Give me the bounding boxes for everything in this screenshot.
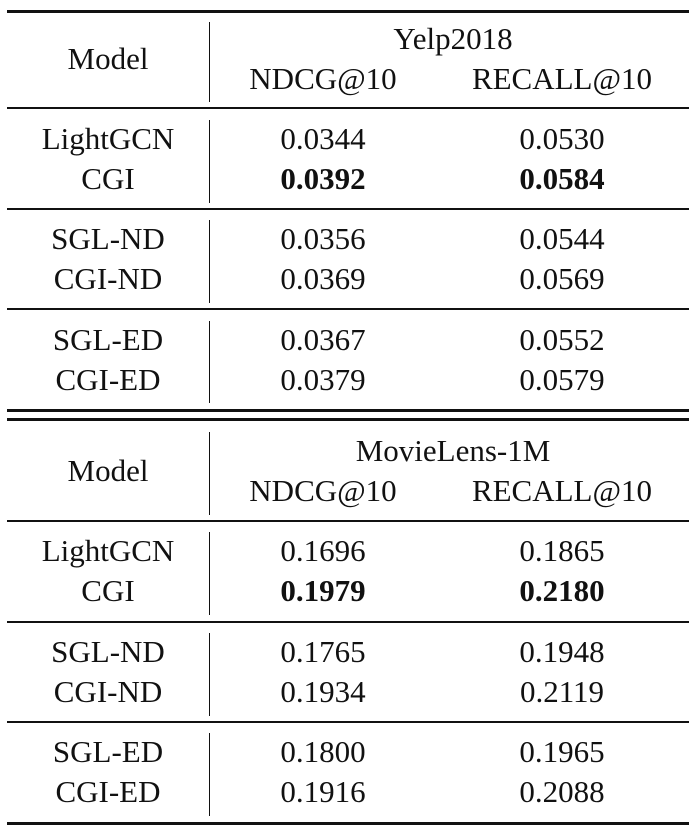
model-name: CGI-ND: [53, 261, 163, 296]
ndcg-header: NDCG@10: [249, 473, 397, 508]
recall-value: 0.2088: [519, 774, 605, 809]
bottom-rule: [7, 822, 689, 825]
ndcg-value: 0.0379: [280, 362, 366, 397]
ndcg-value: 0.0344: [280, 121, 366, 156]
column-divider: [209, 220, 210, 303]
model-name: SGL-ND: [51, 634, 165, 669]
column-divider: [209, 432, 210, 515]
ndcg-value: 0.1934: [280, 674, 366, 709]
results-table: Model Yelp2018 NDCG@10 RECALL@10 LightGC…: [7, 0, 689, 829]
recall-header: RECALL@10: [471, 61, 653, 96]
recall-value: 0.1965: [519, 734, 605, 769]
double-rule-upper: [7, 409, 689, 412]
group-rule: [7, 621, 689, 623]
recall-header: RECALL@10: [471, 473, 653, 508]
recall-value-best: 0.2180: [519, 573, 605, 608]
ndcg-value: 0.0369: [280, 261, 366, 296]
header-rule: [7, 520, 689, 522]
group-rule: [7, 721, 689, 723]
model-name: SGL-ED: [52, 322, 164, 357]
model-name: LightGCN: [41, 533, 175, 568]
column-divider: [209, 633, 210, 716]
ndcg-value: 0.0356: [280, 221, 366, 256]
header-rule: [7, 107, 689, 109]
recall-value: 0.1865: [519, 533, 605, 568]
model-name: CGI-ED: [55, 362, 161, 397]
column-divider: [209, 22, 210, 102]
recall-value: 0.0579: [519, 362, 605, 397]
model-header: Model: [67, 41, 149, 76]
top-rule: [7, 10, 689, 13]
recall-value: 0.0569: [519, 261, 605, 296]
ndcg-value: 0.0367: [280, 322, 366, 357]
column-divider: [209, 321, 210, 403]
dataset-header: MovieLens-1M: [355, 433, 551, 468]
model-name: LightGCN: [41, 121, 175, 156]
ndcg-header: NDCG@10: [249, 61, 397, 96]
group-rule: [7, 208, 689, 210]
model-name: CGI: [81, 573, 135, 608]
dataset-header: Yelp2018: [393, 21, 513, 56]
ndcg-value: 0.1765: [280, 634, 366, 669]
recall-value: 0.0530: [519, 121, 605, 156]
ndcg-value: 0.1916: [280, 774, 366, 809]
model-name: SGL-ND: [51, 221, 165, 256]
recall-value: 0.0544: [519, 221, 605, 256]
ndcg-value: 0.1800: [280, 734, 366, 769]
column-divider: [209, 532, 210, 615]
recall-value: 0.0552: [519, 322, 605, 357]
recall-value: 0.2119: [519, 674, 605, 709]
model-name: CGI-ND: [53, 674, 163, 709]
model-name: CGI-ED: [55, 774, 161, 809]
ndcg-value-best: 0.0392: [280, 161, 366, 196]
model-name: SGL-ED: [52, 734, 164, 769]
column-divider: [209, 120, 210, 203]
double-rule-lower: [7, 418, 689, 421]
recall-value-best: 0.0584: [519, 161, 605, 196]
model-header: Model: [67, 453, 149, 488]
recall-value: 0.1948: [519, 634, 605, 669]
column-divider: [209, 733, 210, 816]
ndcg-value-best: 0.1979: [280, 573, 366, 608]
model-name: CGI: [81, 161, 135, 196]
group-rule: [7, 308, 689, 310]
ndcg-value: 0.1696: [280, 533, 366, 568]
